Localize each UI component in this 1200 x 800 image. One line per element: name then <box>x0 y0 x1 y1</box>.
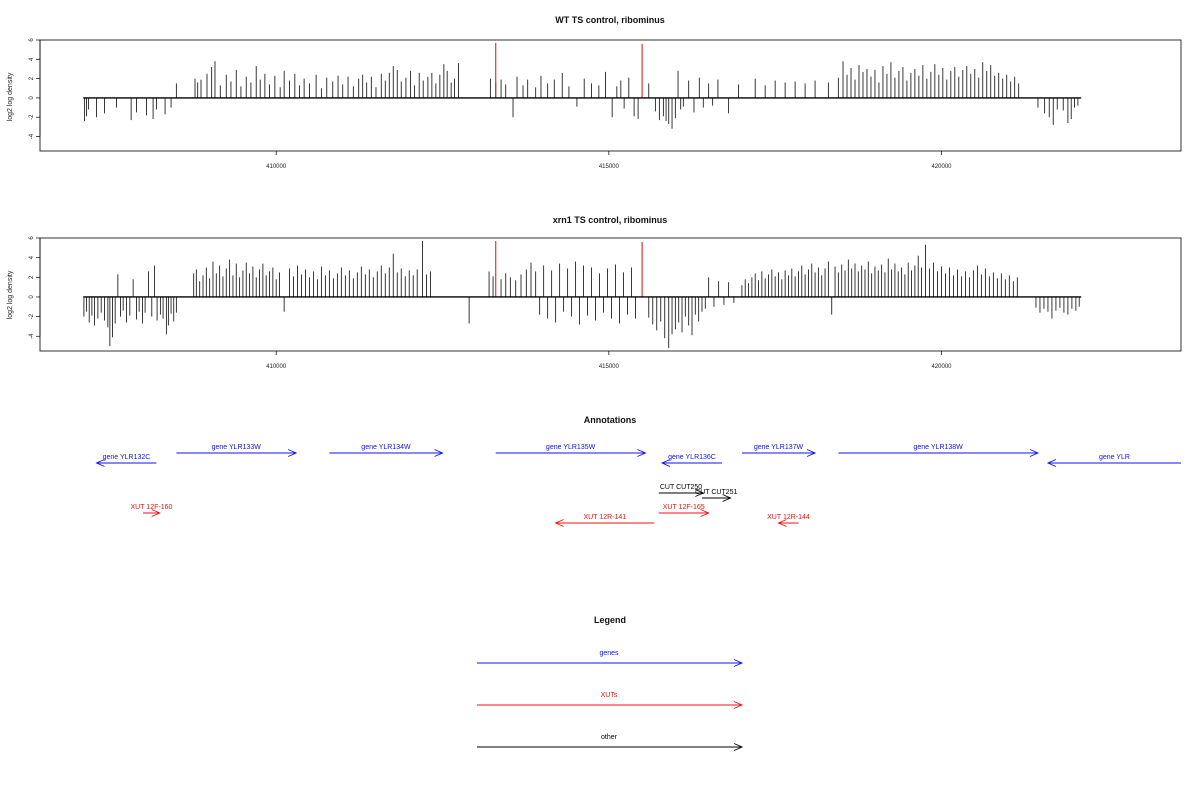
x-axis: 410000 415000 420000 <box>266 351 952 370</box>
legend-label: XUTs <box>601 692 618 699</box>
feature-label: gene YLR137W <box>754 444 804 451</box>
arrow-head <box>695 489 705 497</box>
feature-label: XUT 12F-165 <box>663 504 705 511</box>
legend-arrow-head <box>733 701 744 709</box>
arrow-head <box>1029 449 1040 457</box>
feature-label: gene YLR135W <box>546 444 596 451</box>
bars-group <box>83 240 1080 349</box>
arrow-head <box>1046 459 1057 467</box>
panel-title: WT TS control, ribominus <box>555 15 665 25</box>
y-tick-label: 6 <box>29 236 35 240</box>
y-tick-label: -4 <box>29 133 35 139</box>
y-axis-label: log2 log density <box>7 270 14 319</box>
legend-title: Legend <box>594 615 626 625</box>
highlight-group <box>495 240 643 297</box>
x-tick-label: 420000 <box>931 364 952 370</box>
feature-label: XUT 12R-144 <box>767 514 810 521</box>
arrow-head <box>806 449 817 457</box>
legend-items: genes XUTs other <box>477 650 744 751</box>
feature-label: gene YLR136C <box>668 454 716 461</box>
arrow-head <box>434 449 444 457</box>
legend-label: other <box>601 734 618 741</box>
y-tick-label: -2 <box>29 114 35 120</box>
feature-label: CUT CUT251 <box>695 489 737 496</box>
arrow-head <box>637 449 647 457</box>
feature-label: gene YLR134W <box>361 444 411 451</box>
legend-label: genes <box>599 650 619 657</box>
x-tick-label: 420000 <box>931 164 952 170</box>
arrow-head <box>722 494 732 502</box>
arrow-head <box>287 449 298 457</box>
y-tick-label: 0 <box>29 96 35 100</box>
feature-label: gene YLR133W <box>212 444 262 451</box>
wt-density-panel: WT TS control, ribominus log2 log densit… <box>7 15 1182 170</box>
arrow-head <box>777 519 787 527</box>
x-tick-label: 415000 <box>599 164 620 170</box>
y-tick-label: 0 <box>29 295 35 299</box>
feature-label: XUT 12F-160 <box>130 504 172 511</box>
arrow-head <box>151 509 161 517</box>
panel-title: xrn1 TS control, ribominus <box>553 215 668 225</box>
y-tick-label: 4 <box>29 255 35 259</box>
arrow-head <box>700 509 710 517</box>
y-tick-label: 4 <box>29 57 35 61</box>
legend-panel: Legend genes XUTs other <box>477 615 744 751</box>
y-tick-label: -2 <box>29 313 35 319</box>
y-tick-label: -4 <box>29 333 35 339</box>
plot-frame <box>39 237 1182 352</box>
x-axis: 410000 415000 420000 <box>266 151 952 170</box>
plot-frame <box>39 39 1182 152</box>
x-tick-label: 410000 <box>266 164 287 170</box>
feature-arrows: gene YLR132C gene YLR133W gene YLR134W gene… <box>95 444 1181 527</box>
x-tick-label: 415000 <box>599 364 620 370</box>
x-tick-label: 410000 <box>266 364 287 370</box>
legend-arrow-head <box>733 743 744 751</box>
annotations-title: Annotations <box>584 415 637 425</box>
y-axis-label: log2 log density <box>7 72 14 121</box>
y-axis: -4 -2 0 2 4 6 <box>29 38 41 139</box>
arrow-head <box>554 519 564 527</box>
feature-label: gene YLR <box>1099 454 1130 461</box>
feature-label: XUT 12R-141 <box>584 514 627 521</box>
arrow-head <box>660 459 671 467</box>
y-tick-label: 6 <box>29 38 35 42</box>
feature-label: CUT CUT250 <box>660 484 702 491</box>
highlight-group <box>495 42 643 98</box>
legend-arrow-head <box>733 659 744 667</box>
xrn1-density-panel: xrn1 TS control, ribominus log2 log dens… <box>7 215 1182 370</box>
arrow-head <box>95 459 105 467</box>
feature-label: gene YLR138W <box>914 444 964 451</box>
bars-group <box>84 61 1079 129</box>
y-axis: -4 -2 0 2 4 6 <box>29 236 41 339</box>
y-tick-label: 2 <box>29 76 35 80</box>
y-tick-label: 2 <box>29 275 35 279</box>
feature-label: gene YLR132C <box>103 454 151 461</box>
